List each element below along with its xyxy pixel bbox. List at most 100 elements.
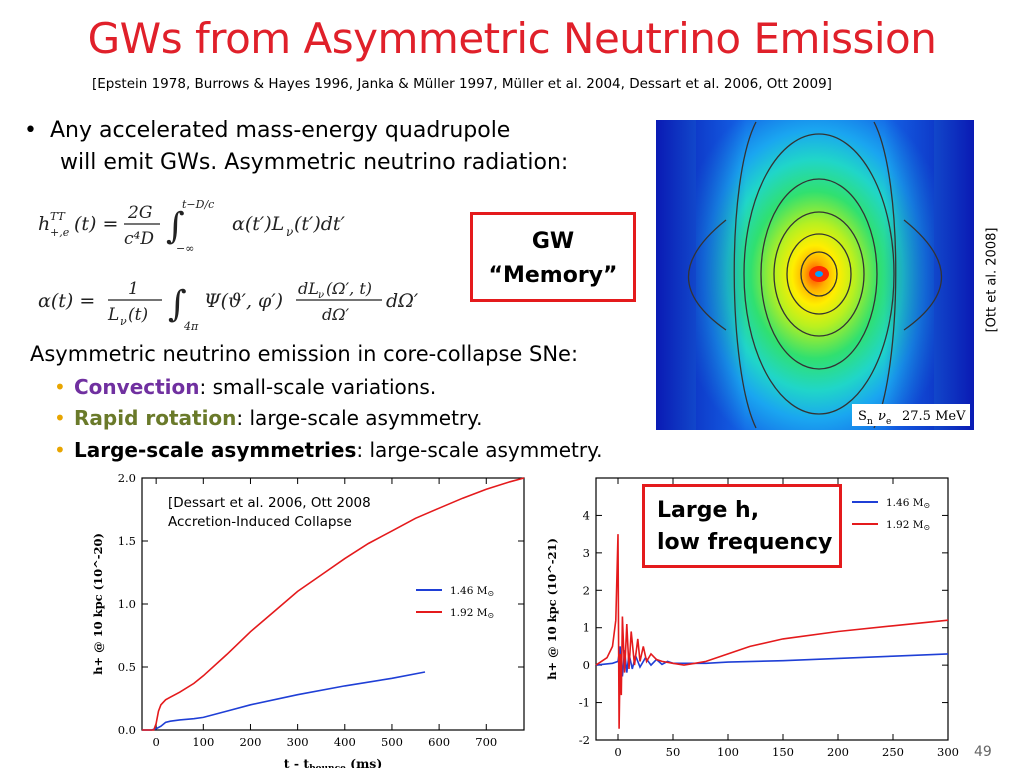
svg-text:2G: 2G [127,203,152,223]
references: [Epstein 1978, Burrows & Hayes 1996, Jan… [92,76,832,92]
x-tick-label: 700 [475,735,497,749]
svg-text:α(t′)L: α(t′)L [232,213,284,235]
asym-heading: Asymmetric neutrino emission in core-col… [30,342,579,366]
y-tick-label: 1.5 [118,534,136,548]
series-line-1 [595,646,949,677]
svg-text:Ψ(ϑ′, φ′): Ψ(ϑ′, φ′) [204,290,283,312]
rotation-text: : large-scale asymmetry. [236,406,483,430]
heatmap-label-box [852,404,970,426]
bullet-1-line2: will emit GWs. Asymmetric neutrino radia… [60,150,569,175]
sub-bullet-convection: • Convection: small-scale variations. [54,373,436,401]
svg-text:t−D/c: t−D/c [182,198,214,211]
svg-text:dL: dL [298,279,319,298]
y-axis-label: h+ @ 10 kpc (10^-20) [91,533,105,675]
dessart-line2: Accretion-Induced Collapse [168,514,352,530]
sub-bullet-large-scale: • Large-scale asymmetries: large-scale as… [54,436,602,464]
nu-sub: e [886,417,891,427]
svg-text:h: h [38,213,50,235]
gw-memory-box: GW “Memory” [470,212,636,302]
convection-label: Convection [74,375,200,399]
svg-text:c⁴D: c⁴D [124,229,154,249]
svg-text:(t′)dt′: (t′)dt′ [294,213,346,235]
svg-text:ν: ν [120,315,127,328]
plot-aic: 0 100 200 300 400 500 600 700 0.0 0.5 1.0 1.5 2.0 t -… [91,471,525,768]
x-tick-label: 50 [666,745,681,759]
x-tick-label: 250 [882,745,904,759]
svg-text:−∞: −∞ [176,242,194,255]
bullet-1-line1: Any accelerated mass-energy quadrupole [50,118,511,143]
y-tick-label: 2.0 [118,471,136,485]
x-tick-label: 600 [428,735,450,749]
svg-text:dΩ′: dΩ′ [322,305,350,324]
x-tick-label: 400 [334,735,356,749]
gw-memory-line2: “Memory” [488,263,618,288]
svg-text:ν: ν [318,290,324,301]
svg-text:1: 1 [128,279,139,299]
svg-text:∫: ∫ [166,206,185,247]
x-tick-label: 0 [614,745,621,759]
x-tick-label: 300 [287,735,309,749]
equations: h TT +,e (t) = 2G c⁴D ∫ t−D/c −∞ α(t′)L … [38,198,419,333]
x-tick-label: 100 [717,745,739,759]
gw-memory-line1: GW [531,229,575,254]
convection-text: : small-scale variations. [199,375,437,399]
sub-bullet-dot: • [54,406,66,430]
dessart-citation: [Dessart et al. 2006, Ott 2008 Accretion… [168,494,371,532]
sub-bullet-dot: • [54,438,66,462]
rotation-label: Rapid rotation [74,406,237,430]
y-tick-label: 0.0 [118,723,136,737]
heatmap-label-sub: n [867,417,873,427]
x-tick-label: 150 [772,745,794,759]
svg-text:α(t) =: α(t) = [38,290,95,312]
plot-memory: 0 50 100 150 200 250 300 -2 -1 0 1 2 3 4 t - tbounce (… [545,477,959,768]
page-number: 49 [974,744,992,760]
svg-text:ν: ν [286,225,293,239]
neutrino-heatmap: S n ν e 27.5 MeV [656,120,974,430]
y-tick-label: 4 [583,508,590,522]
sub-bullet-dot: • [54,375,66,399]
large-scale-text: : large-scale asymmetry. [356,438,603,462]
legend-label-2: 1.92 M⊙ [450,607,494,620]
heatmap-contours [688,121,942,429]
y-tick-label: 2 [583,583,590,597]
x-tick-label: 200 [827,745,849,759]
bullet-dot: • [24,118,37,143]
svg-text:∫: ∫ [168,284,187,325]
large-h-box: Large h, low frequency [642,484,842,568]
bullet-1: • Any accelerated mass-energy quadrupole [24,116,510,146]
dessart-line1: [Dessart et al. 2006, Ott 2008 [168,495,371,511]
y-tick-label: 0 [583,658,590,672]
x-tick-label: 300 [937,745,959,759]
ott-citation-text: [Ott et al. 2008] [984,227,1000,333]
heatmap-label-prefix: S [858,409,867,424]
x-tick-label: 200 [239,735,261,749]
sub-bullet-rotation: • Rapid rotation: large-scale asymmetry. [54,404,482,432]
x-tick-label: 500 [381,735,403,749]
svg-text:dΩ′: dΩ′ [386,290,419,312]
svg-text:+,e: +,e [50,226,70,239]
large-scale-label: Large-scale asymmetries [74,438,357,462]
heatmap-label-value: 27.5 MeV [902,409,966,424]
svg-text:4π: 4π [183,320,199,333]
x-tick-label: 100 [192,735,214,749]
equation-h: h TT +,e (t) = 2G c⁴D ∫ t−D/c −∞ α(t′)L … [38,198,346,255]
y-tick-label: -2 [579,733,590,747]
series-line-2 [595,534,949,729]
x-tick-label: 0 [152,735,159,749]
large-h-line2: low frequency [657,530,833,555]
legend-label-1: 1.46 M⊙ [450,585,494,598]
ott-citation: [Ott et al. 2008] [982,220,1002,340]
svg-text:(Ω′, t): (Ω′, t) [326,279,372,298]
series-line-2 [142,477,525,731]
y-tick-label: 3 [583,546,590,560]
y-tick-label: 1.0 [118,597,136,611]
y-tick-label: 1 [583,621,590,635]
y-tick-label: -1 [579,696,590,710]
nu-symbol: ν [878,409,886,424]
equation-alpha: α(t) = 1 L ν (t) ∫ 4π Ψ(ϑ′, φ′) dL ν (Ω′… [38,279,419,333]
legend-label-2: 1.92 M⊙ [886,519,930,532]
series-line-1 [142,671,426,731]
svg-text:TT: TT [50,210,67,223]
x-axis-label: t - tbounce (ms) [284,756,383,768]
x-axis-label: t - tbounce (ms) [723,766,822,768]
